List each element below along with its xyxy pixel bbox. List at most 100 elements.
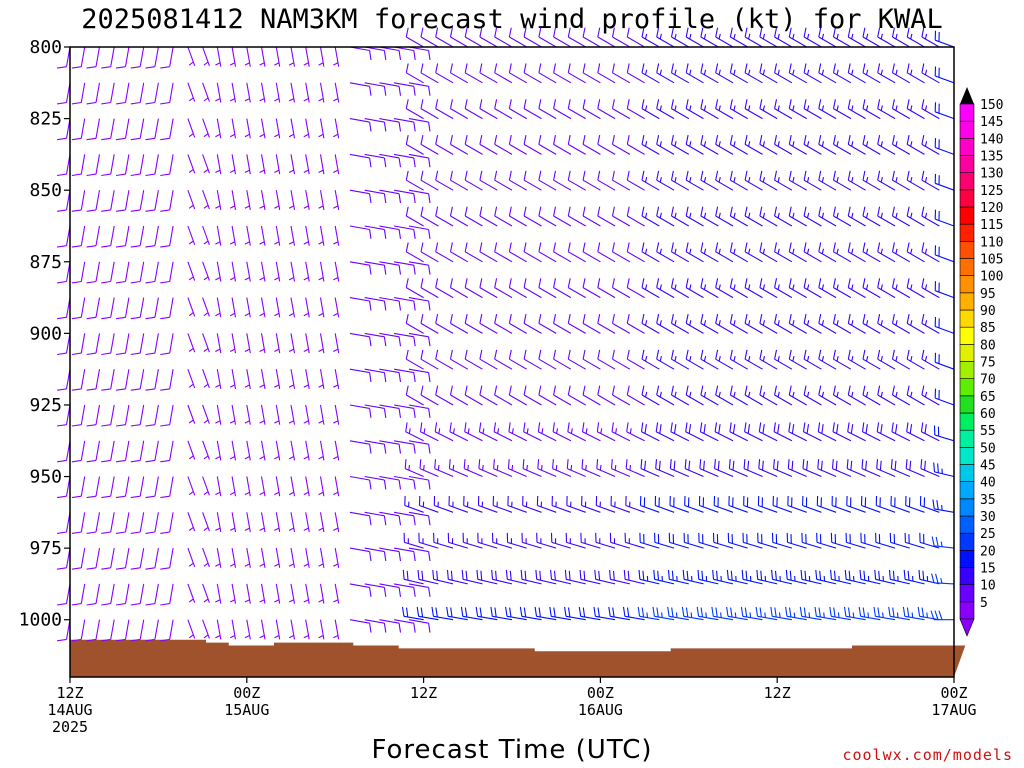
wind-barb: [160, 118, 174, 141]
wind-barb: [259, 512, 266, 533]
wind-barb: [130, 154, 145, 177]
wind-barb: [931, 536, 955, 549]
wind-barb: [130, 82, 145, 105]
colorbar-bin: [959, 155, 975, 173]
wind-barb: [187, 512, 196, 532]
wind-barb: [435, 63, 454, 84]
wind-barb: [449, 99, 469, 120]
wind-barb: [712, 569, 734, 585]
wind-barb: [101, 333, 115, 356]
wind-barb: [288, 225, 296, 246]
y-tick-label: 875: [29, 252, 62, 273]
wind-barb: [877, 134, 896, 155]
wind-barb: [435, 242, 454, 263]
wind-barb: [522, 495, 542, 513]
wind-barb: [505, 569, 527, 585]
wind-barb: [654, 495, 675, 513]
wind-barb: [862, 63, 881, 84]
wind-barb: [582, 206, 601, 227]
wind-barb: [464, 134, 483, 155]
wind-barb: [244, 476, 251, 497]
wind-barb: [435, 134, 454, 155]
wind-barb: [582, 242, 601, 263]
wind-barb: [844, 569, 866, 585]
wind-barb: [229, 118, 237, 139]
wind-barb: [101, 46, 115, 69]
wind-barb: [906, 99, 925, 120]
wind-barb: [877, 349, 896, 370]
wind-barb: [656, 170, 675, 191]
wind-barb: [215, 190, 222, 210]
wind-barb: [714, 459, 734, 478]
wind-barb: [229, 225, 237, 246]
wind-barb: [744, 242, 763, 263]
wind-barb: [685, 422, 704, 442]
wind-barb: [464, 206, 483, 227]
wind-barb: [402, 569, 424, 585]
colorbar-bin: [959, 309, 975, 328]
wind-barb: [816, 495, 837, 513]
wind-barb: [729, 63, 748, 84]
wind-barb: [641, 349, 660, 370]
wind-barb: [508, 278, 527, 299]
wind-barb: [434, 422, 454, 442]
wind-barb: [116, 225, 130, 248]
wind-barb: [364, 153, 387, 168]
wind-barb: [364, 189, 387, 204]
wind-barb: [86, 225, 101, 248]
wind-barb: [349, 153, 372, 168]
wind-barb: [333, 118, 340, 139]
wind-barb: [877, 99, 896, 120]
wind-barb: [699, 422, 719, 442]
wind-barb: [408, 189, 431, 204]
wind-barb: [160, 440, 174, 463]
wind-barb: [259, 369, 266, 389]
wind-barb: [582, 313, 601, 334]
wind-barb: [788, 349, 807, 370]
wind-barb: [641, 313, 660, 334]
wind-barb: [758, 459, 778, 478]
wind-barb: [394, 475, 416, 490]
wind-barb: [931, 573, 955, 585]
y-tick-label: 825: [29, 109, 62, 130]
wind-barb: [921, 313, 940, 334]
wind-barb: [318, 619, 325, 640]
wind-barb: [785, 569, 807, 585]
wind-barb: [449, 422, 469, 442]
wind-barb: [394, 46, 416, 60]
wind-barb: [318, 190, 325, 210]
wind-barb: [641, 206, 660, 227]
wind-barb: [405, 134, 424, 155]
wind-barb: [551, 495, 572, 513]
colorbar-bin: [959, 292, 975, 311]
wind-barb: [288, 333, 296, 354]
wind-barb: [145, 404, 159, 427]
wind-barb: [832, 242, 852, 263]
wind-barb: [552, 459, 572, 478]
wind-barb: [611, 385, 631, 406]
y-axis: 800 825 850 875 900 925 950 975 1000: [19, 37, 70, 631]
wind-barb: [160, 476, 174, 499]
wind-barb: [187, 476, 196, 496]
wind-barb: [71, 333, 86, 356]
colorbar-bin: [959, 550, 975, 568]
colorbar-label: 5: [980, 596, 988, 611]
wind-barb: [785, 606, 807, 621]
wind-barb: [86, 261, 101, 284]
wind-barb: [116, 297, 130, 320]
wind-barb: [478, 422, 498, 442]
wind-barb: [626, 242, 645, 263]
wind-barb: [744, 134, 763, 155]
wind-barb: [408, 297, 431, 311]
wind-barb: [259, 619, 266, 640]
colorbar-label: 140: [980, 132, 1003, 147]
wind-barb: [803, 170, 822, 191]
wind-barb: [394, 189, 416, 204]
wind-barb: [408, 511, 431, 526]
wind-barb: [534, 606, 557, 621]
wind-barb: [463, 459, 483, 478]
wind-barb: [494, 278, 513, 299]
wind-barb: [379, 189, 402, 204]
wind-barb: [667, 569, 689, 585]
